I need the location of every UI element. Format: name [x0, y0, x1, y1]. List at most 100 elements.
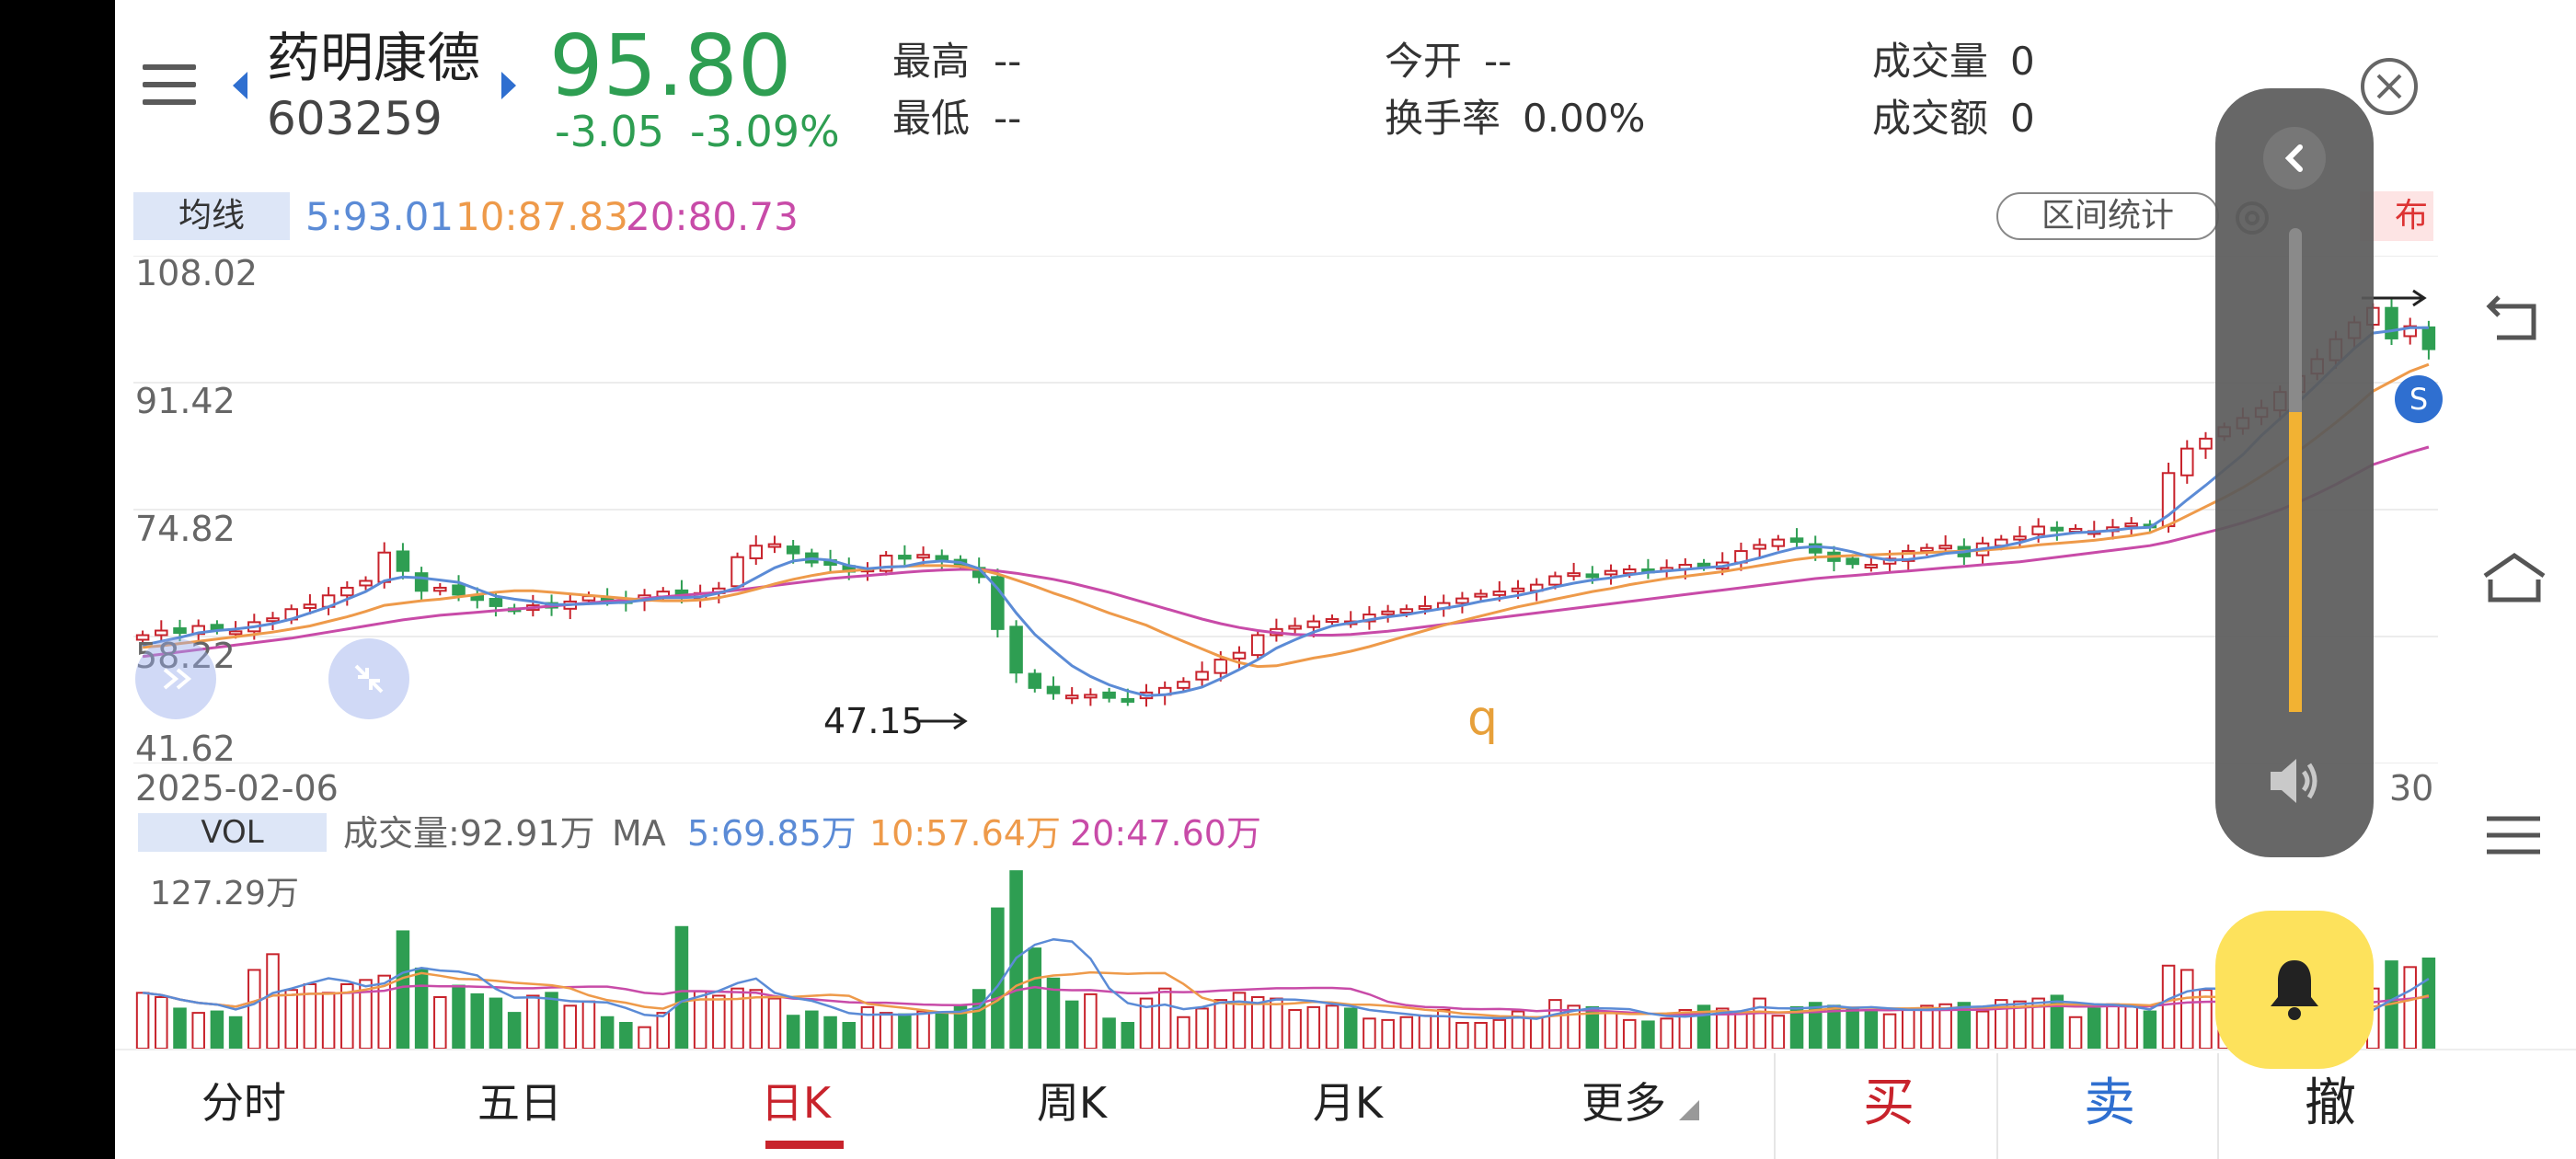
volume-bar — [2031, 997, 2045, 1049]
y-tick-label: 74.82 — [135, 509, 236, 549]
volume-bar — [1901, 1007, 1915, 1049]
candle-body — [303, 603, 317, 609]
candle-body — [433, 586, 447, 592]
candle-body — [414, 572, 429, 592]
candle-body — [1789, 537, 1804, 544]
volume-bar — [2180, 969, 2194, 1049]
volume-label: 成交量 — [1872, 39, 1989, 84]
volume-bar — [1864, 1010, 1879, 1049]
candle-body — [1771, 538, 1786, 547]
ma5-line — [142, 326, 2429, 697]
more-dropdown-icon — [1679, 1100, 1699, 1120]
cancel-button[interactable]: 撤 — [2305, 1073, 2356, 1133]
tab-daily-k[interactable]: 日K — [760, 1078, 832, 1128]
candle-body — [1399, 608, 1414, 614]
candle-body — [2180, 447, 2194, 476]
collapse-panel-button[interactable] — [2263, 127, 2326, 189]
menu-icon[interactable] — [143, 64, 196, 117]
volume-bar — [210, 1010, 224, 1049]
start-date: 2025-02-06 — [135, 768, 339, 809]
candle-body — [1808, 543, 1823, 554]
divider — [1996, 1053, 1998, 1159]
prev-stock-icon[interactable] — [233, 72, 247, 99]
volume-bar — [1789, 1005, 1804, 1049]
volume-bar — [1641, 1020, 1655, 1049]
next-stock-icon[interactable] — [501, 72, 516, 99]
volume-bar — [507, 1012, 522, 1049]
alert-button[interactable] — [2215, 911, 2374, 1069]
volume-bar — [1678, 1009, 1693, 1049]
vol-ma10-line — [142, 970, 2430, 1019]
turnover-label: 换手率 — [1385, 96, 1501, 141]
volume-bar — [2087, 1007, 2101, 1049]
stock-detail-screen: 药明康德 603259 95.80 -3.05 -3.09% 最高 -- 最低 … — [115, 0, 2576, 1159]
candle-body — [266, 617, 280, 623]
stock-name: 药明康德 — [267, 27, 481, 89]
volume-bar — [1139, 997, 1154, 1049]
volume-bar — [898, 1013, 912, 1049]
volume-bar — [1046, 977, 1061, 1049]
volume-bar — [155, 996, 168, 1049]
vol-ma5-line — [142, 937, 2430, 1020]
y-tick-label: 108.02 — [135, 253, 258, 293]
expand-icon — [163, 668, 192, 690]
tab-five-day[interactable]: 五日 — [477, 1078, 562, 1128]
volume-bar — [191, 1012, 205, 1049]
tab-intraday[interactable]: 分时 — [201, 1078, 286, 1128]
volume-bar — [1306, 1005, 1321, 1049]
candle-body — [1046, 685, 1061, 694]
ma-tag[interactable]: 均线 — [133, 192, 290, 240]
speaker-icon[interactable] — [2267, 755, 2324, 807]
tab-monthly-k[interactable]: 月K — [1312, 1078, 1384, 1128]
volume-bar — [1288, 1009, 1302, 1049]
vol-tag[interactable]: VOL — [138, 813, 327, 852]
candle-body — [1567, 572, 1581, 578]
candle-body — [1455, 597, 1469, 604]
turnover-value: 0.00% — [1523, 96, 1646, 141]
signal-badge[interactable]: S — [2395, 375, 2443, 423]
ma5-value: 5:93.01 — [305, 194, 454, 239]
candle-body — [377, 551, 391, 583]
tab-more[interactable]: 更多 — [1581, 1078, 1666, 1128]
collapse-icon — [354, 664, 384, 694]
volume-bar — [1734, 1012, 1748, 1049]
price-change: -3.05 — [555, 107, 665, 156]
volume-bar — [2143, 1010, 2157, 1049]
vol-ma5: 5:69.85万 — [687, 813, 857, 854]
vol-ma10: 10:57.64万 — [869, 813, 1061, 854]
candle-body — [1474, 592, 1488, 598]
volume-bar — [1474, 1022, 1488, 1049]
volume-bar — [1195, 1007, 1209, 1049]
volume-bar — [619, 1022, 633, 1049]
amount-value: 0 — [2010, 96, 2035, 141]
close-icon[interactable] — [2360, 57, 2419, 116]
back-icon[interactable] — [2484, 290, 2548, 345]
volume-bar — [359, 979, 373, 1049]
collapse-chart-button[interactable] — [328, 638, 409, 719]
volume-bar — [489, 997, 503, 1049]
volume-slider-panel[interactable] — [2215, 88, 2374, 857]
range-stats-button[interactable]: 区间统计 — [1996, 192, 2219, 240]
kline-chart[interactable] — [133, 256, 2438, 763]
sell-button[interactable]: 卖 — [2084, 1073, 2135, 1133]
divider — [2217, 1053, 2219, 1159]
volume-bar — [526, 994, 540, 1049]
buy-button[interactable]: 买 — [1863, 1073, 1915, 1133]
candle-body — [228, 630, 243, 636]
volume-bar — [1177, 1016, 1190, 1049]
volume-bar — [1399, 1016, 1414, 1049]
volume-bar — [1920, 1004, 1934, 1049]
volume-bar — [1882, 1013, 1897, 1049]
tab-weekly-k[interactable]: 周K — [1036, 1078, 1108, 1128]
volume-bar — [674, 925, 689, 1049]
expand-chart-button[interactable] — [135, 638, 216, 719]
volume-bar — [656, 1012, 671, 1049]
divider — [115, 1049, 2576, 1050]
volume-bar — [860, 1005, 875, 1049]
volume-bar — [1064, 1000, 1079, 1049]
volume-chart[interactable] — [133, 857, 2438, 1049]
volume-bar — [321, 992, 336, 1049]
volume-bar — [712, 994, 726, 1049]
home-icon[interactable] — [2479, 550, 2549, 605]
recents-icon[interactable] — [2481, 813, 2546, 859]
